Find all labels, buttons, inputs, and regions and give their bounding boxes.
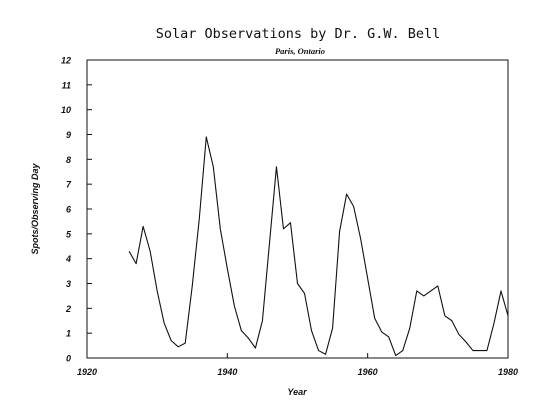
y-tick-label: 1: [66, 329, 71, 339]
y-tick-label: 7: [66, 180, 72, 190]
y-tick-label: 8: [66, 155, 71, 165]
series-line-sunspots: [128, 136, 509, 357]
chart-subtitle: Paris, Ontario: [275, 46, 325, 56]
plot-area: [86, 59, 509, 359]
chart-title: Solar Observations by Dr. G.W. Bell: [156, 26, 440, 42]
y-tick-label: 3: [66, 279, 71, 289]
y-tick-label: 0: [66, 354, 71, 364]
y-tick-label: 9: [66, 130, 71, 140]
x-tick-label: 1980: [498, 367, 518, 377]
y-tick-label: 2: [65, 304, 71, 314]
y-tick-label: 12: [61, 56, 71, 66]
y-tick-label: 5: [66, 229, 72, 239]
y-axis-label: Spots/Observing Day: [30, 162, 40, 254]
x-tick-label: 1920: [77, 367, 97, 377]
x-tick-label: 1940: [217, 367, 237, 377]
x-axis-label: Year: [287, 387, 307, 397]
y-tick-label: 6: [66, 205, 72, 215]
x-axis: 1920 1940 1960 1980: [77, 353, 518, 377]
y-tick-label: 11: [62, 80, 71, 90]
y-tick-label: 10: [61, 105, 71, 115]
y-tick-label: 4: [65, 254, 71, 264]
x-tick-label: 1960: [358, 367, 378, 377]
